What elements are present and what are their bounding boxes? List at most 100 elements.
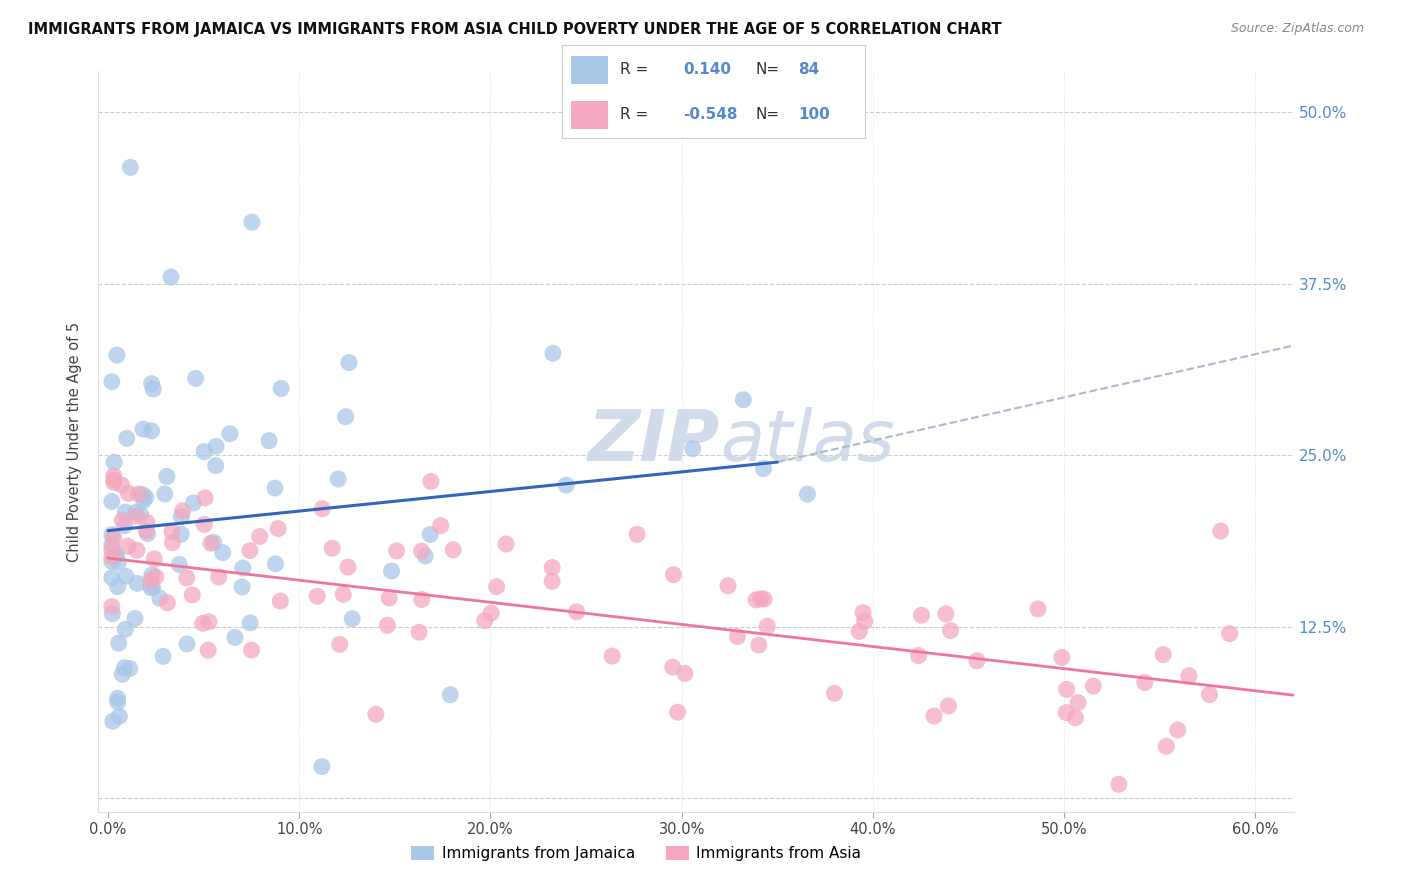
Point bbox=[101, 554, 124, 568]
Point bbox=[541, 346, 564, 360]
Point bbox=[474, 614, 496, 628]
Point bbox=[114, 518, 136, 533]
Point bbox=[124, 611, 146, 625]
Point bbox=[1050, 650, 1073, 665]
Point bbox=[1152, 648, 1174, 662]
Point bbox=[194, 491, 217, 505]
Point bbox=[111, 667, 134, 681]
FancyBboxPatch shape bbox=[571, 101, 607, 129]
Point bbox=[101, 542, 124, 557]
Point bbox=[796, 487, 818, 501]
Point bbox=[145, 570, 167, 584]
Point bbox=[208, 570, 231, 584]
Point bbox=[1108, 777, 1130, 791]
Point bbox=[1054, 706, 1077, 720]
Text: atlas: atlas bbox=[720, 407, 894, 476]
Point bbox=[1064, 711, 1087, 725]
Point bbox=[429, 518, 451, 533]
Point bbox=[1178, 669, 1201, 683]
Point bbox=[408, 625, 430, 640]
Y-axis label: Child Poverty Under the Age of 5: Child Poverty Under the Age of 5 bbox=[67, 321, 83, 562]
Point bbox=[249, 529, 271, 543]
Point bbox=[239, 615, 262, 630]
Point bbox=[337, 356, 360, 370]
Point bbox=[922, 709, 945, 723]
Point bbox=[107, 695, 129, 709]
Text: 0.140: 0.140 bbox=[683, 62, 731, 78]
Point bbox=[224, 631, 246, 645]
Point bbox=[717, 579, 740, 593]
Point bbox=[479, 606, 502, 620]
Point bbox=[852, 606, 875, 620]
Point bbox=[103, 475, 125, 490]
Point bbox=[135, 491, 157, 505]
Point bbox=[377, 618, 399, 632]
Text: R =: R = bbox=[620, 107, 648, 122]
Point bbox=[441, 542, 464, 557]
Point bbox=[136, 526, 159, 541]
Point bbox=[1056, 682, 1078, 697]
Point bbox=[101, 571, 124, 585]
Point bbox=[176, 637, 198, 651]
Text: IMMIGRANTS FROM JAMAICA VS IMMIGRANTS FROM ASIA CHILD POVERTY UNDER THE AGE OF 5: IMMIGRANTS FROM JAMAICA VS IMMIGRANTS FR… bbox=[28, 22, 1001, 37]
Point bbox=[141, 376, 163, 391]
Point bbox=[107, 636, 129, 650]
Point bbox=[103, 468, 125, 483]
Point bbox=[129, 508, 152, 522]
Point bbox=[329, 637, 352, 651]
Point bbox=[118, 661, 141, 675]
Point bbox=[101, 549, 124, 564]
Point bbox=[823, 686, 845, 700]
Point bbox=[264, 481, 287, 495]
Point bbox=[364, 707, 387, 722]
Point bbox=[101, 599, 124, 614]
Point bbox=[749, 591, 772, 606]
Point bbox=[103, 531, 125, 545]
Point bbox=[111, 513, 134, 527]
Point bbox=[197, 643, 219, 657]
Point bbox=[342, 612, 364, 626]
Point bbox=[218, 426, 240, 441]
Point bbox=[104, 548, 127, 562]
Point bbox=[115, 431, 138, 445]
Point bbox=[411, 544, 433, 558]
Point bbox=[419, 475, 441, 489]
Point bbox=[156, 469, 179, 483]
Point bbox=[938, 698, 960, 713]
Point bbox=[413, 549, 436, 563]
Point bbox=[160, 270, 183, 285]
Point bbox=[555, 478, 578, 492]
Point bbox=[111, 478, 134, 492]
Point bbox=[1219, 626, 1241, 640]
Point bbox=[101, 607, 124, 621]
Point bbox=[682, 442, 704, 456]
Point bbox=[193, 517, 215, 532]
Point bbox=[193, 444, 215, 458]
Point bbox=[142, 581, 165, 595]
Point bbox=[673, 666, 696, 681]
Point bbox=[264, 557, 287, 571]
Point bbox=[385, 544, 408, 558]
Point bbox=[1067, 696, 1090, 710]
Point bbox=[1198, 688, 1220, 702]
Point bbox=[321, 541, 343, 556]
Text: -0.548: -0.548 bbox=[683, 107, 738, 122]
Point bbox=[240, 643, 263, 657]
Point bbox=[1167, 723, 1189, 737]
Point bbox=[267, 522, 290, 536]
Point bbox=[162, 535, 184, 549]
Point bbox=[1209, 524, 1232, 538]
Point bbox=[191, 616, 214, 631]
Point bbox=[114, 505, 136, 519]
Point bbox=[125, 543, 148, 558]
Point bbox=[108, 709, 131, 723]
Point bbox=[939, 624, 962, 638]
Point bbox=[626, 527, 648, 541]
Point bbox=[135, 524, 157, 538]
Point bbox=[152, 649, 174, 664]
Point bbox=[153, 487, 176, 501]
Point bbox=[935, 607, 957, 621]
Point bbox=[107, 580, 129, 594]
Point bbox=[752, 592, 775, 607]
Point bbox=[666, 705, 689, 719]
